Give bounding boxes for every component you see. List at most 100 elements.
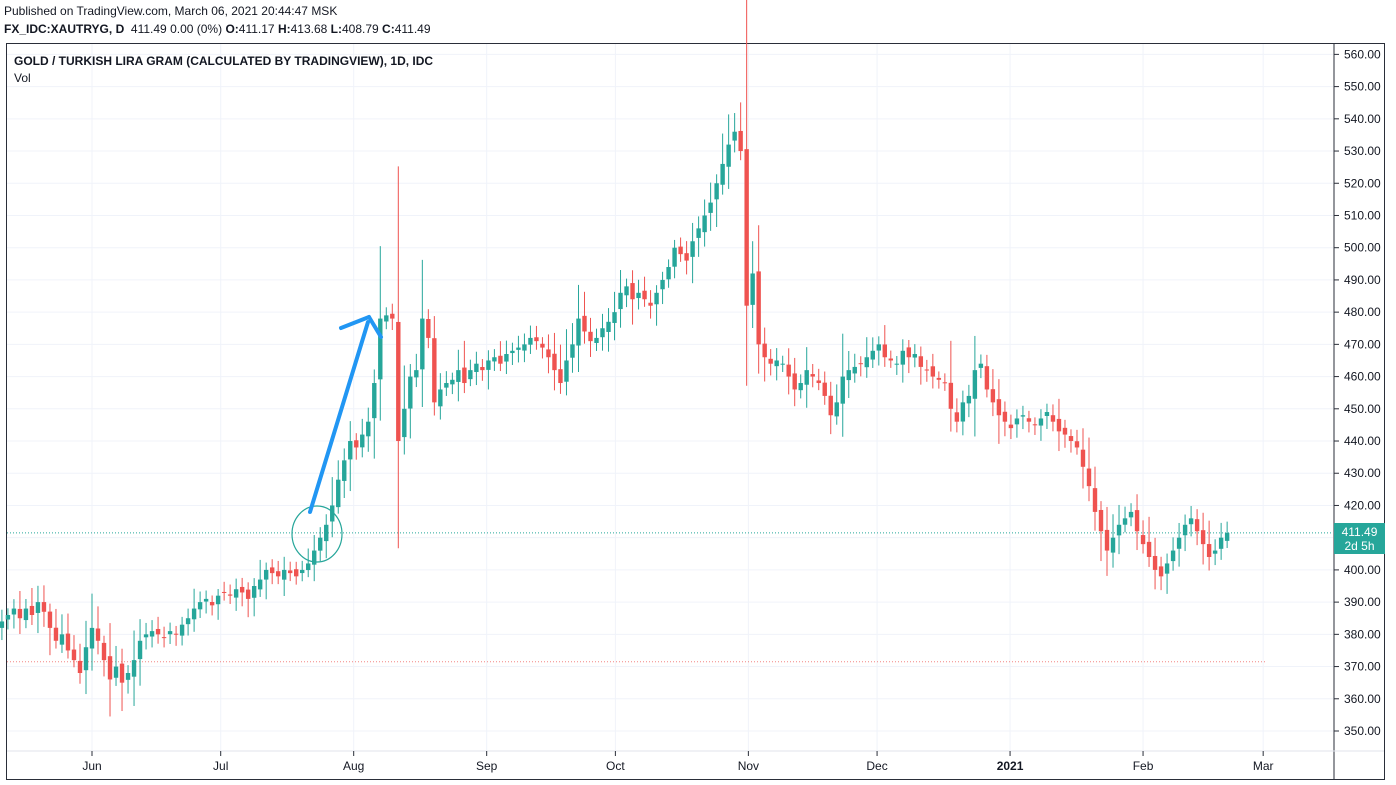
- candle-body: [390, 313, 395, 319]
- candle-body: [1074, 441, 1080, 448]
- candle-body: [570, 344, 575, 358]
- candle-body: [372, 383, 377, 419]
- candle-body: [918, 356, 924, 367]
- candle-body: [354, 440, 359, 448]
- volume-legend: Vol: [14, 71, 31, 85]
- candle-body: [834, 402, 839, 417]
- x-tick-label: Mar: [1253, 759, 1274, 773]
- candle-body: [702, 215, 707, 233]
- candle-body: [1044, 412, 1050, 417]
- candle-body: [11, 608, 17, 615]
- candle-body: [936, 377, 942, 380]
- chart-frame[interactable]: [6, 43, 1385, 780]
- candle-body: [209, 602, 215, 606]
- candle-body: [900, 350, 906, 365]
- candle-body: [852, 366, 857, 374]
- candle-body: [197, 602, 203, 610]
- candle-body: [113, 666, 119, 678]
- x-tick-label: 2021: [997, 759, 1024, 773]
- candle-body: [414, 370, 419, 378]
- candle-body: [257, 579, 263, 590]
- candle-body: [450, 379, 455, 385]
- y-tick-label: 470.00: [1344, 337, 1381, 351]
- y-tick-label: 380.00: [1344, 627, 1381, 641]
- symbol-name: FX_IDC:XAUTRYG, D: [4, 22, 125, 36]
- candle-body: [318, 537, 323, 551]
- candle-body: [1020, 415, 1026, 417]
- candle-body: [119, 663, 125, 683]
- candle-body: [876, 344, 881, 351]
- candle-body: [125, 673, 131, 680]
- candle-body: [1086, 468, 1092, 487]
- candle-body: [960, 402, 966, 422]
- candle-body: [89, 627, 95, 649]
- candle-body: [324, 524, 329, 542]
- candle-body: [552, 353, 557, 371]
- grid-layer: [7, 44, 1333, 750]
- candle-body: [480, 367, 485, 371]
- candle-body: [239, 586, 245, 593]
- published-info: Published on TradingView.com, March 06, …: [4, 4, 338, 18]
- candle-body: [281, 569, 287, 580]
- candle-body: [1128, 511, 1134, 518]
- x-tick-label: Jun: [82, 759, 101, 773]
- candle-body: [161, 637, 167, 639]
- candle-body: [1026, 418, 1032, 422]
- candle-body: [41, 602, 47, 612]
- candle-body: [191, 608, 197, 620]
- y-tick-label: 520.00: [1344, 176, 1381, 190]
- candle-body: [540, 343, 545, 348]
- candle-body: [1182, 524, 1188, 536]
- candle-body: [888, 358, 893, 361]
- candle-body: [1140, 535, 1146, 545]
- candle-body: [306, 563, 311, 571]
- candle-body: [642, 290, 647, 300]
- symbol-ohlc-line: FX_IDC:XAUTRYG, D 411.49 0.00 (0%) O:411…: [4, 22, 431, 36]
- drawing-annotations: [291, 315, 383, 563]
- annotation-arrow-line: [308, 320, 370, 514]
- x-tick-label: Oct: [606, 759, 625, 773]
- candle-body: [0, 621, 5, 628]
- candle-body: [786, 364, 791, 377]
- candle-body: [630, 283, 635, 300]
- candle-body: [528, 337, 533, 345]
- candle-body: [840, 376, 845, 404]
- candle-body: [65, 633, 71, 651]
- candle-body: [720, 163, 725, 185]
- candle-body: [1068, 436, 1074, 442]
- candle-body: [1170, 550, 1176, 562]
- candle-body: [1032, 424, 1038, 426]
- candle-body: [221, 591, 227, 593]
- candle-body: [810, 374, 815, 377]
- candle-body: [143, 634, 149, 638]
- open-value: 411.17: [238, 22, 275, 36]
- candle-body: [1098, 509, 1104, 532]
- candle-body: [996, 399, 1002, 416]
- candle-body: [690, 241, 695, 257]
- candle-body: [1116, 524, 1122, 536]
- time-axis: Jun Jul Aug Sep Oct Nov Dec 2021 Feb Mar: [82, 751, 1274, 773]
- low-label: L:: [330, 22, 342, 36]
- annotation-arrow-head-right: [367, 315, 383, 339]
- candle-body: [1176, 537, 1182, 549]
- candle-body: [1056, 418, 1062, 432]
- candle-body: [474, 363, 479, 372]
- candle-body: [594, 337, 599, 344]
- candle-body: [149, 631, 155, 637]
- x-tick-label: Nov: [738, 759, 759, 773]
- candle-body: [942, 382, 948, 384]
- candle-body: [269, 567, 275, 574]
- candle-body: [624, 286, 629, 296]
- low-value: 408.79: [341, 22, 379, 36]
- candle-body: [600, 328, 605, 338]
- price-axis: 350.00360.00370.00380.00390.00400.00410.…: [1334, 47, 1381, 738]
- candle-body: [360, 434, 365, 448]
- candle-body: [1224, 532, 1230, 541]
- reference-lines: [7, 532, 1333, 663]
- candle-body: [101, 642, 107, 661]
- candle-body: [438, 389, 443, 407]
- candle-body: [1110, 537, 1116, 553]
- badge-countdown: 2d 5h: [1344, 539, 1375, 553]
- candle-body: [732, 131, 737, 141]
